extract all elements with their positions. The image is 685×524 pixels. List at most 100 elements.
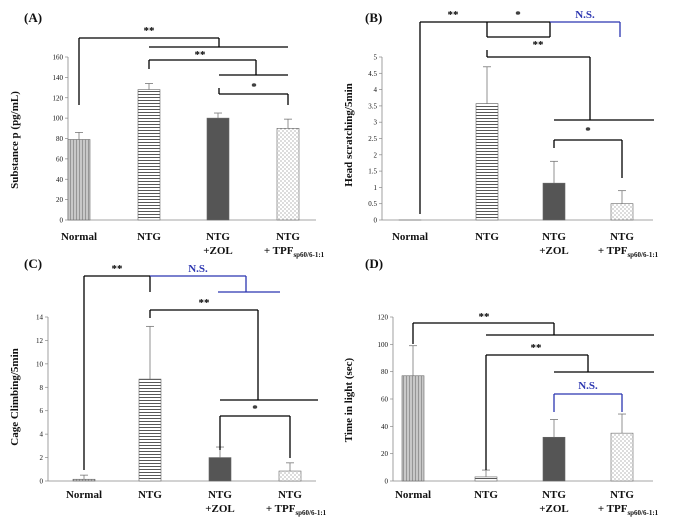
y-tick-label: 1 <box>374 184 378 192</box>
y-axis-title: Substance p (pg/mL) <box>9 91 21 189</box>
y-tick-label: 0 <box>60 217 64 225</box>
x-tick-label: NTG <box>138 489 162 501</box>
bar <box>610 432 634 482</box>
y-tick-label: 3.5 <box>368 102 377 110</box>
bar <box>206 117 230 221</box>
bar <box>278 470 302 482</box>
x-tick-label-line2: + TPFsp60/6-1:1 <box>598 245 659 259</box>
y-tick-label: 6 <box>40 407 44 415</box>
y-tick-label: 12 <box>36 337 44 345</box>
x-tick-label-subscript: sp60/6-1:1 <box>293 251 324 259</box>
x-tick-label: NTG <box>278 489 302 501</box>
x-tick-label: NTG <box>542 489 566 501</box>
y-tick-label: 4 <box>40 431 44 439</box>
significance-label: ** <box>479 311 491 323</box>
bar <box>67 139 91 221</box>
significance-label: ** <box>195 49 207 61</box>
y-tick-label: 4.5 <box>368 70 377 78</box>
x-tick-label: NTG <box>610 231 634 243</box>
y-tick-label: 60 <box>381 396 389 404</box>
y-tick-label: 120 <box>378 314 389 322</box>
x-tick-label: NTG <box>208 489 232 501</box>
y-tick-label: 1.5 <box>368 168 377 176</box>
y-tick-label: 100 <box>53 115 64 123</box>
y-tick-label: 0 <box>385 478 389 486</box>
x-tick-label: NTG <box>542 231 566 243</box>
bar <box>542 182 566 221</box>
significance-label: * <box>252 403 258 415</box>
x-tick-label-line2: + TPFsp60/6-1:1 <box>266 503 327 517</box>
y-axis-title: Head scratching/5min <box>343 83 355 187</box>
y-tick-label: 80 <box>381 368 389 376</box>
y-tick-label: 60 <box>56 155 64 163</box>
y-tick-label: 2.5 <box>368 135 377 143</box>
panel-label: (A) <box>24 10 42 25</box>
x-tick-label: Normal <box>66 489 102 501</box>
x-tick-label-line2: +ZOL <box>205 503 235 515</box>
bar <box>138 378 162 482</box>
y-tick-label: 20 <box>381 450 389 458</box>
x-tick-label-subscript: sp60/6-1:1 <box>295 509 326 517</box>
x-tick-label-line2: + TPFsp60/6-1:1 <box>264 245 325 259</box>
bar <box>276 128 300 221</box>
x-tick-label: NTG <box>475 231 499 243</box>
chart-panel-1: (A) Substance p (pg/mL) 0 20 40 60 80 100 120 140… <box>9 10 325 259</box>
y-tick-label: 10 <box>36 360 44 368</box>
y-tick-label: 100 <box>378 341 389 349</box>
significance-label: * <box>251 81 257 93</box>
significance-label: N.S. <box>578 380 598 392</box>
x-tick-label-line2: + TPFsp60/6-1:1 <box>598 503 659 517</box>
bar <box>401 375 425 482</box>
y-tick-label: 20 <box>56 196 64 204</box>
y-tick-label: 3 <box>374 119 378 127</box>
x-tick-label: Normal <box>61 231 97 243</box>
y-tick-label: 4 <box>374 86 378 94</box>
bar <box>474 476 498 482</box>
x-tick-label: NTG <box>206 231 230 243</box>
significance-label: ** <box>533 39 545 51</box>
y-tick-label: 5 <box>374 54 378 62</box>
y-tick-label: 120 <box>53 94 64 102</box>
chart-panel-3: (C) Cage Climbing/5min 0 2 4 6 8 10 12 14 Normal NT… <box>9 256 327 517</box>
significance-label: ** <box>448 9 460 21</box>
y-tick-label: 8 <box>40 384 44 392</box>
panel-label: (D) <box>365 256 383 271</box>
y-tick-label: 140 <box>53 74 64 82</box>
chart-panel-4: (D) Time in light (sec) 0 20 40 60 80 100 120 Nor… <box>343 256 659 517</box>
significance-label: * <box>515 9 521 21</box>
bar <box>542 436 566 482</box>
y-axis-title: Time in light (sec) <box>343 357 355 442</box>
significance-label: ** <box>531 342 543 354</box>
significance-label: ** <box>112 263 124 275</box>
x-tick-label: NTG <box>610 489 634 501</box>
chart-panel-2: (B) Head scratching/5min 0 0.5 1 1.5 2 2.5 3 3.5 4… <box>343 9 659 259</box>
significance-label: ** <box>144 25 156 37</box>
significance-label: ** <box>199 297 211 309</box>
y-tick-label: 0.5 <box>368 200 377 208</box>
x-tick-label-line2: +ZOL <box>539 245 569 257</box>
y-axis-title: Cage Climbing/5min <box>9 348 21 445</box>
significance-label: N.S. <box>188 263 208 275</box>
y-tick-label: 14 <box>36 314 44 322</box>
x-tick-label-subscript: sp60/6-1:1 <box>627 251 658 259</box>
bar <box>208 457 232 482</box>
panel-label: (B) <box>365 10 382 25</box>
y-tick-label: 0 <box>374 217 378 225</box>
y-tick-label: 40 <box>381 423 389 431</box>
x-tick-label: NTG <box>137 231 161 243</box>
x-tick-label: NTG <box>474 489 498 501</box>
x-tick-label-subscript: sp60/6-1:1 <box>627 509 658 517</box>
bar <box>137 89 161 221</box>
significance-label: * <box>585 125 591 137</box>
bar <box>72 478 96 482</box>
y-tick-label: 2 <box>40 454 44 462</box>
bar <box>610 203 634 221</box>
x-tick-label: Normal <box>392 231 428 243</box>
y-tick-label: 80 <box>56 135 64 143</box>
x-tick-label: Normal <box>395 489 431 501</box>
y-tick-label: 0 <box>40 478 44 486</box>
bar <box>475 103 499 221</box>
y-tick-label: 40 <box>56 176 64 184</box>
x-tick-label: NTG <box>276 231 300 243</box>
